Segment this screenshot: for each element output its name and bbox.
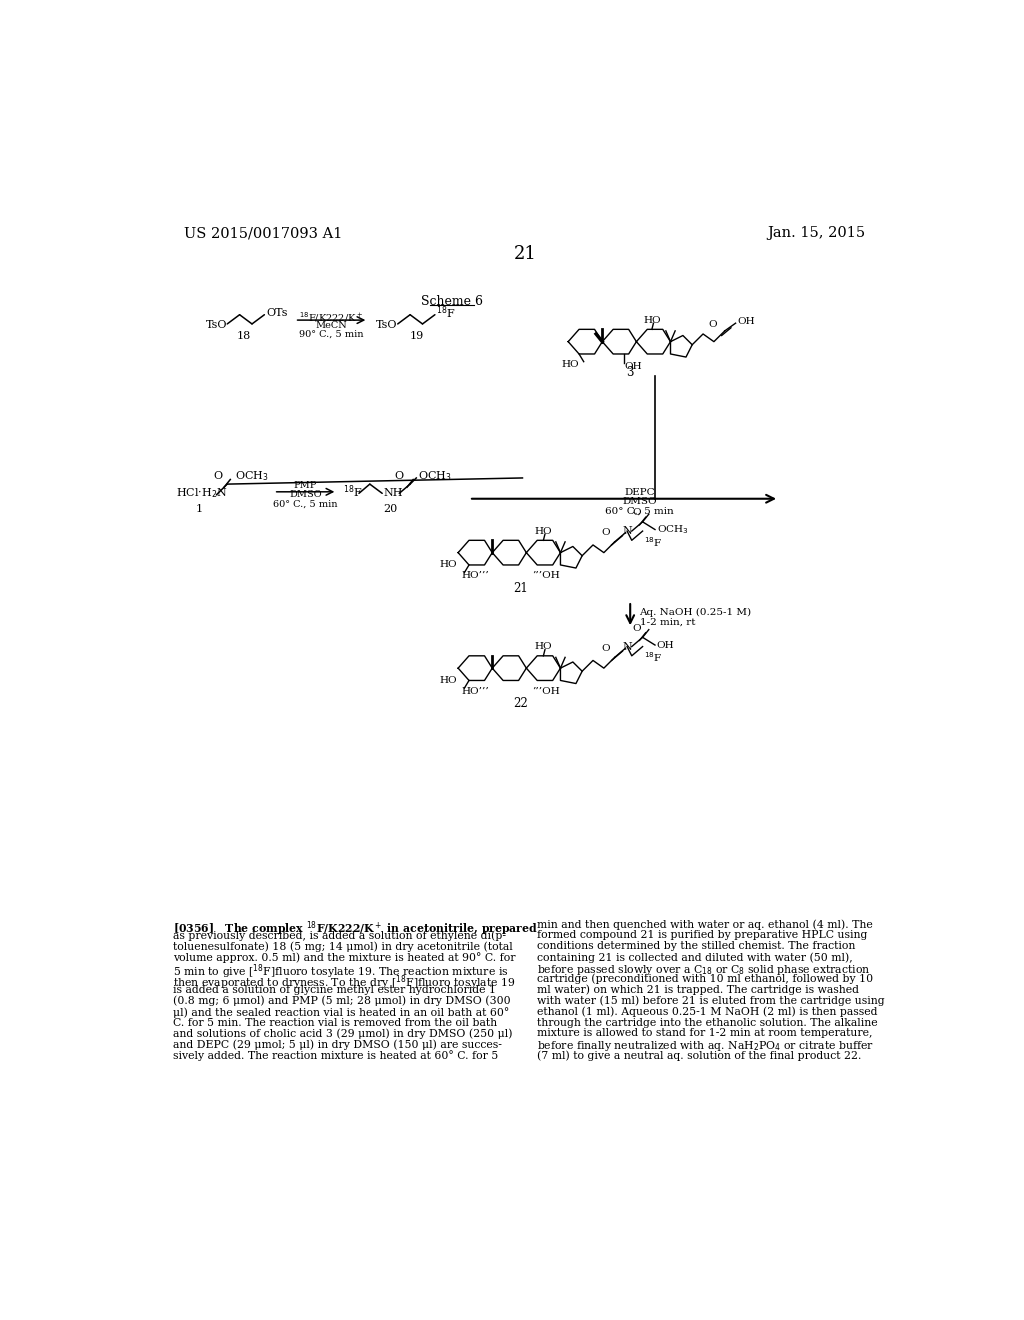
Text: $^{18}$F/K222/K$^+$: $^{18}$F/K222/K$^+$ [299, 310, 362, 323]
Text: OH: OH [737, 317, 755, 326]
Text: HO: HO [439, 676, 457, 685]
Text: ’’’OH: ’’’OH [532, 686, 560, 696]
Text: O: O [394, 471, 403, 482]
Text: as previously described, is added a solution of ethylene di(p-: as previously described, is added a solu… [173, 931, 506, 941]
Text: DEPC: DEPC [625, 488, 654, 496]
Text: mixture is allowed to stand for 1-2 min at room temperature,: mixture is allowed to stand for 1-2 min … [538, 1028, 872, 1039]
Text: 60° C., 5 min: 60° C., 5 min [273, 499, 338, 508]
Text: OH: OH [656, 640, 674, 649]
Text: before finally neutralized with aq. NaH$_2$PO$_4$ or citrate buffer: before finally neutralized with aq. NaH$… [538, 1039, 874, 1053]
Text: HCl·H$_2$N: HCl·H$_2$N [176, 487, 227, 500]
Text: and solutions of cholic acid 3 (29 μmol) in dry DMSO (250 μl): and solutions of cholic acid 3 (29 μmol)… [173, 1028, 512, 1039]
Text: 21: 21 [513, 582, 527, 595]
Text: toluenesulfonate) 18 (5 mg; 14 μmol) in dry acetonitrile (total: toluenesulfonate) 18 (5 mg; 14 μmol) in … [173, 941, 513, 952]
Text: N: N [623, 642, 632, 652]
Text: 20: 20 [383, 504, 397, 513]
Text: Jan. 15, 2015: Jan. 15, 2015 [768, 226, 866, 240]
Text: O: O [632, 508, 641, 517]
Text: 60° C., 5 min: 60° C., 5 min [605, 507, 674, 515]
Text: $^{18}$F: $^{18}$F [644, 651, 663, 664]
Text: O: O [708, 321, 717, 329]
Text: 90° C., 5 min: 90° C., 5 min [299, 330, 364, 339]
Text: with water (15 ml) before 21 is eluted from the cartridge using: with water (15 ml) before 21 is eluted f… [538, 995, 885, 1006]
Text: HO: HO [561, 360, 579, 370]
Text: volume approx. 0.5 ml) and the mixture is heated at 90° C. for: volume approx. 0.5 ml) and the mixture i… [173, 952, 515, 962]
Text: min and then quenched with water or aq. ethanol (4 ml). The: min and then quenched with water or aq. … [538, 919, 872, 929]
Text: HO’’’: HO’’’ [461, 572, 489, 581]
Text: N: N [623, 527, 632, 536]
Text: through the cartridge into the ethanolic solution. The alkaline: through the cartridge into the ethanolic… [538, 1018, 878, 1027]
Text: $^{18}$F: $^{18}$F [644, 535, 663, 549]
Text: O: O [601, 644, 609, 652]
Text: HO: HO [535, 527, 552, 536]
Text: 22: 22 [513, 697, 527, 710]
Text: MeCN: MeCN [315, 321, 347, 330]
Text: formed compound 21 is purified by preparative HPLC using: formed compound 21 is purified by prepar… [538, 931, 867, 940]
Text: OCH$_3$: OCH$_3$ [418, 470, 452, 483]
Text: $^{18}$F: $^{18}$F [436, 305, 456, 322]
Text: TsO: TsO [376, 321, 397, 330]
Text: 18: 18 [238, 331, 251, 342]
Text: cartridge (preconditioned with 10 ml ethanol, followed by 10: cartridge (preconditioned with 10 ml eth… [538, 974, 873, 985]
Text: HO’’’: HO’’’ [461, 686, 489, 696]
Text: OTs: OTs [266, 308, 288, 318]
Text: 5 min to give [$^{18}$F]fluoro tosylate 19. The reaction mixture is: 5 min to give [$^{18}$F]fluoro tosylate … [173, 962, 509, 982]
Text: C. for 5 min. The reaction vial is removed from the oil bath: C. for 5 min. The reaction vial is remov… [173, 1018, 497, 1027]
Text: 21: 21 [513, 244, 537, 263]
Text: HO: HO [643, 315, 660, 325]
Text: O: O [632, 623, 641, 632]
Text: OCH$_3$: OCH$_3$ [234, 470, 268, 483]
Text: OCH$_3$: OCH$_3$ [656, 523, 688, 536]
Text: 3: 3 [627, 367, 634, 379]
Text: HO: HO [439, 561, 457, 569]
Text: sively added. The reaction mixture is heated at 60° C. for 5: sively added. The reaction mixture is he… [173, 1051, 499, 1061]
Text: (0.8 mg; 6 μmol) and PMP (5 ml; 28 μmol) in dry DMSO (300: (0.8 mg; 6 μmol) and PMP (5 ml; 28 μmol)… [173, 995, 511, 1006]
Text: (7 ml) to give a neutral aq. solution of the final product 22.: (7 ml) to give a neutral aq. solution of… [538, 1051, 861, 1061]
Text: 19: 19 [410, 331, 424, 342]
Text: containing 21 is collected and diluted with water (50 ml),: containing 21 is collected and diluted w… [538, 952, 853, 962]
Text: US 2015/0017093 A1: US 2015/0017093 A1 [183, 226, 342, 240]
Text: conditions determined by the stilled chemist. The fraction: conditions determined by the stilled che… [538, 941, 856, 950]
Text: TsO: TsO [206, 321, 227, 330]
Text: ’’’OH: ’’’OH [532, 572, 560, 581]
Text: Aq. NaOH (0.25-1 M): Aq. NaOH (0.25-1 M) [640, 609, 752, 618]
Text: PMP: PMP [294, 480, 317, 490]
Text: $^{18}$F: $^{18}$F [343, 483, 364, 500]
Text: and DEPC (29 μmol; 5 μl) in dry DMSO (150 μl) are succes-: and DEPC (29 μmol; 5 μl) in dry DMSO (15… [173, 1039, 502, 1049]
Text: ethanol (1 ml). Aqueous 0.25-1 M NaOH (2 ml) is then passed: ethanol (1 ml). Aqueous 0.25-1 M NaOH (2… [538, 1007, 878, 1018]
Text: O: O [601, 528, 609, 537]
Text: μl) and the sealed reaction vial is heated in an oil bath at 60°: μl) and the sealed reaction vial is heat… [173, 1007, 509, 1018]
Text: 1: 1 [196, 504, 203, 513]
Text: DMSO: DMSO [289, 490, 322, 499]
Text: is added a solution of glycine methyl ester hydrochloride 1: is added a solution of glycine methyl es… [173, 985, 496, 995]
Text: NH: NH [384, 488, 403, 499]
Text: before passed slowly over a C$_{18}$ or C$_8$ solid phase extraction: before passed slowly over a C$_{18}$ or … [538, 962, 870, 977]
Text: ml water) on which 21 is trapped. The cartridge is washed: ml water) on which 21 is trapped. The ca… [538, 985, 859, 995]
Text: DMSO: DMSO [623, 498, 656, 506]
Text: 1-2 min, rt: 1-2 min, rt [640, 618, 695, 626]
Text: HO: HO [535, 642, 552, 651]
Text: [0356]   The complex $^{18}$F/K222/K$^+$ in acetonitrile, prepared: [0356] The complex $^{18}$F/K222/K$^+$ i… [173, 919, 538, 937]
Text: then evaporated to dryness. To the dry [$^{18}$F]fluoro tosylate 19: then evaporated to dryness. To the dry [… [173, 974, 515, 993]
Text: OH: OH [624, 362, 642, 371]
Text: O: O [213, 471, 222, 482]
Text: Scheme 6: Scheme 6 [421, 294, 483, 308]
